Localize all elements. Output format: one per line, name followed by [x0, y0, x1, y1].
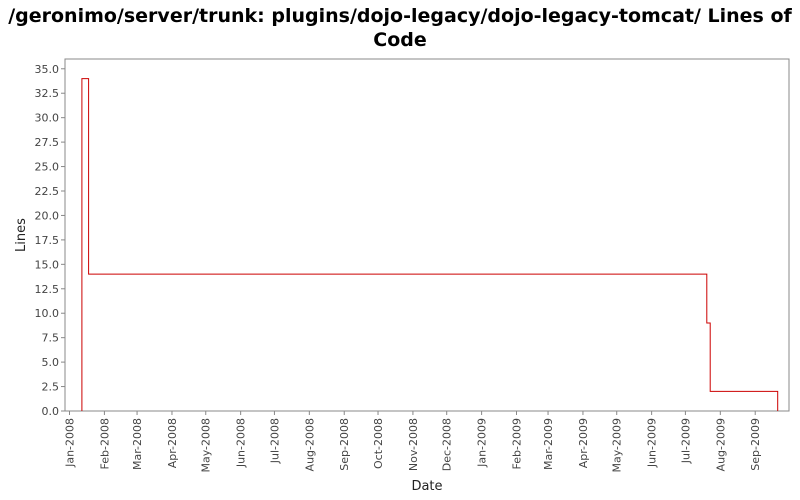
x-tick-label: Sep-2009	[749, 418, 762, 471]
x-tick-label: Dec-2008	[441, 418, 454, 471]
x-tick-label: Mar-2008	[131, 418, 144, 470]
y-tick-label: 5.0	[42, 356, 60, 369]
x-tick-label: Nov-2008	[407, 418, 420, 471]
x-tick-label: Aug-2009	[714, 418, 727, 471]
y-tick-label: 30.0	[35, 112, 60, 125]
y-tick-label: 20.0	[35, 209, 60, 222]
x-tick-label: Sep-2008	[338, 418, 351, 471]
y-tick-label: 25.0	[35, 161, 60, 174]
plot-area	[64, 58, 790, 412]
x-tick-label: Jun-2009	[646, 418, 659, 468]
y-tick-label: 15.0	[35, 258, 60, 271]
x-tick-label: Apr-2009	[577, 418, 590, 468]
x-tick-label: Apr-2008	[166, 418, 179, 468]
x-tick-label: Jul-2008	[268, 418, 281, 464]
y-tick-label: 35.0	[35, 63, 60, 76]
y-tick-label: 27.5	[35, 136, 60, 149]
x-tick-label: Jun-2008	[235, 418, 248, 468]
x-tick-label: May-2008	[200, 418, 213, 473]
x-tick-label: May-2009	[611, 418, 624, 473]
x-tick-label: Aug-2008	[303, 418, 316, 471]
y-tick-label: 10.0	[35, 307, 60, 320]
y-axis: 0.0 2.5 5.0 7.5 10.0 12.5 15.0 17.5 20.0 22.5 25.0…	[35, 63, 65, 418]
y-tick-label: 7.5	[42, 332, 60, 345]
y-tick-label: 12.5	[35, 283, 60, 296]
x-tick-label: Jul-2009	[679, 418, 692, 464]
y-tick-label: 32.5	[35, 87, 60, 100]
x-tick-label: Feb-2009	[511, 418, 524, 469]
series-line	[81, 78, 779, 411]
y-tick-label: 17.5	[35, 234, 60, 247]
x-tick-label: Jan-2008	[64, 418, 77, 468]
x-axis: Jan-2008 Feb-2008 Mar-2008 Apr-2008 May-2008…	[64, 411, 762, 473]
x-axis-label: Date	[411, 479, 442, 494]
x-tick-label: Oct-2008	[372, 418, 385, 469]
x-tick-label: Feb-2008	[98, 418, 111, 469]
y-tick-label: 22.5	[35, 185, 60, 198]
chart-title: /geronimo/server/trunk: plugins/dojo-leg…	[8, 5, 792, 51]
y-tick-label: 0.0	[42, 405, 60, 418]
x-tick-label: Mar-2009	[542, 418, 555, 470]
y-axis-label: Lines	[14, 218, 29, 252]
x-tick-label: Jan-2009	[476, 418, 489, 468]
y-tick-label: 2.5	[42, 381, 60, 394]
